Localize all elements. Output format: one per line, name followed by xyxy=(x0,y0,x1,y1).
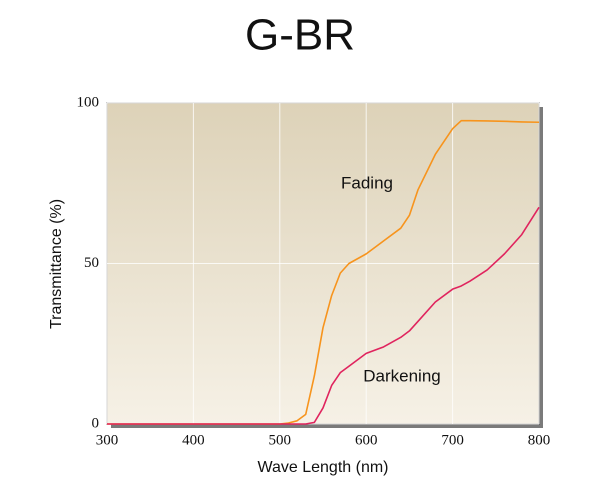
x-tick-label: 600 xyxy=(355,432,378,448)
data-line xyxy=(107,206,540,425)
x-axis-label: Wave Length (nm) xyxy=(257,459,388,476)
x-tick-label: 400 xyxy=(182,432,205,448)
x-tick-label: 500 xyxy=(269,432,292,448)
y-tick-label: 0 xyxy=(92,415,100,431)
chart-title: G-BR xyxy=(245,11,355,60)
y-tick-label: 100 xyxy=(77,94,100,110)
x-tick-label: 300 xyxy=(96,432,119,448)
x-tick-label: 700 xyxy=(441,432,464,448)
data-line xyxy=(107,119,540,425)
y-axis-label: Transmittance (%) xyxy=(48,199,65,329)
series-label: Fading xyxy=(341,173,393,192)
x-tick-label: 800 xyxy=(528,432,551,448)
y-tick-label: 50 xyxy=(84,255,99,271)
series-label: Darkening xyxy=(363,366,441,385)
